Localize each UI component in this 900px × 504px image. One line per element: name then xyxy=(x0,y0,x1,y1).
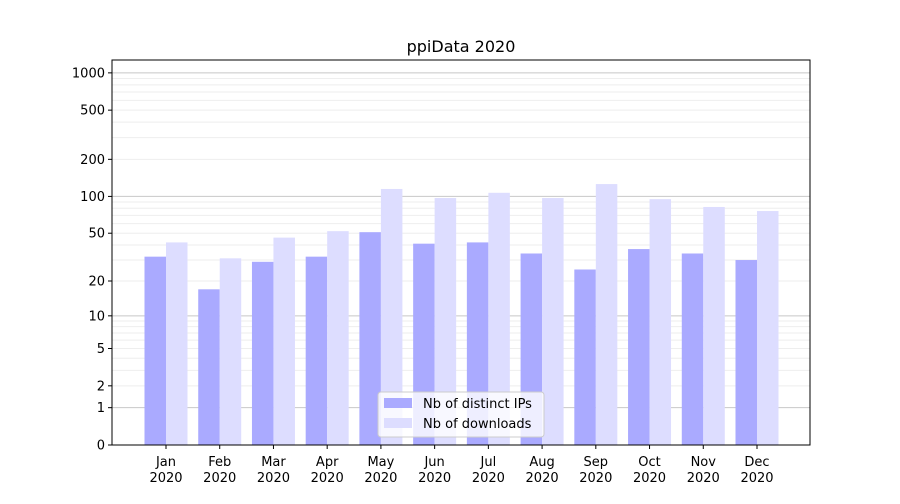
x-tick-label: Dec xyxy=(744,455,769,470)
bar-distinct-ips xyxy=(359,232,381,445)
x-tick-label: Nov xyxy=(691,455,717,470)
bar-distinct-ips xyxy=(681,253,704,445)
x-tick-label: Aug xyxy=(529,455,554,470)
y-tick-label: 100 xyxy=(80,190,105,205)
legend: Nb of distinct IPs Nb of downloads xyxy=(377,391,545,438)
legend-swatch xyxy=(384,418,412,428)
x-tick-label: 2020 xyxy=(740,471,773,486)
bar-downloads xyxy=(380,188,403,445)
x-tick-label: May xyxy=(367,455,394,470)
x-tick-label: 2020 xyxy=(633,471,666,486)
y-tick-label: 1 xyxy=(97,401,105,416)
bar-downloads xyxy=(488,192,510,445)
bar-downloads xyxy=(757,211,779,445)
x-tick-label: 2020 xyxy=(257,471,290,486)
legend-label: Nb of distinct IPs xyxy=(423,397,532,412)
bar-downloads xyxy=(649,199,672,445)
legend-label: Nb of downloads xyxy=(423,417,532,432)
x-tick-label: Apr xyxy=(316,455,339,470)
bar-downloads xyxy=(166,242,188,445)
y-tick-label: 20 xyxy=(88,275,105,290)
bar-distinct-ips xyxy=(735,260,757,445)
bar-downloads xyxy=(219,258,242,445)
x-tick-label: Oct xyxy=(638,455,660,470)
y-tick-label: 2 xyxy=(97,379,105,394)
x-tick-label: Jan xyxy=(155,455,176,470)
bar-distinct-ips xyxy=(628,249,650,445)
legend-swatch xyxy=(384,398,412,408)
x-tick-label: 2020 xyxy=(472,471,505,486)
bar-downloads xyxy=(327,231,349,445)
x-tick-label: 2020 xyxy=(579,471,612,486)
bar-downloads xyxy=(273,237,295,445)
y-tick-label: 10 xyxy=(88,309,105,324)
y-tick-label: 500 xyxy=(80,104,105,119)
x-tick-label: Jul xyxy=(480,455,497,470)
y-tick-label: 50 xyxy=(88,227,105,242)
x-tick-label: 2020 xyxy=(311,471,344,486)
x-tick-label: Mar xyxy=(261,455,286,470)
x-tick-label: Jun xyxy=(423,455,444,470)
bar-downloads xyxy=(703,206,725,445)
bar-distinct-ips xyxy=(574,269,596,445)
x-tick-label: 2020 xyxy=(364,471,397,486)
x-tick-label: 2020 xyxy=(418,471,451,486)
bar-downloads xyxy=(595,184,618,446)
y-tick-label: 1000 xyxy=(72,66,105,81)
legend-box xyxy=(377,391,545,438)
x-tick-label: 2020 xyxy=(687,471,720,486)
y-tick-label: 5 xyxy=(97,342,105,357)
bar-distinct-ips xyxy=(251,261,274,445)
plot-frame xyxy=(111,59,811,446)
bar-distinct-ips xyxy=(198,289,220,445)
chart-title: ppiData 2020 xyxy=(407,37,516,56)
y-tick-label: 0 xyxy=(97,439,105,454)
x-tick-label: 2020 xyxy=(203,471,236,486)
bar-downloads xyxy=(542,198,564,445)
x-tick-label: 2020 xyxy=(526,471,559,486)
bar-distinct-ips xyxy=(305,256,328,445)
x-tick-label: Feb xyxy=(208,455,231,470)
bar-downloads xyxy=(434,198,457,445)
bar-distinct-ips xyxy=(144,256,166,445)
x-tick-label: 2020 xyxy=(149,471,182,486)
x-tick-label: Sep xyxy=(584,455,609,470)
y-tick-label: 200 xyxy=(80,153,105,168)
